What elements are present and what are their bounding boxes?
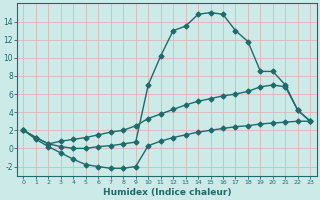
X-axis label: Humidex (Indice chaleur): Humidex (Indice chaleur) [103,188,231,197]
